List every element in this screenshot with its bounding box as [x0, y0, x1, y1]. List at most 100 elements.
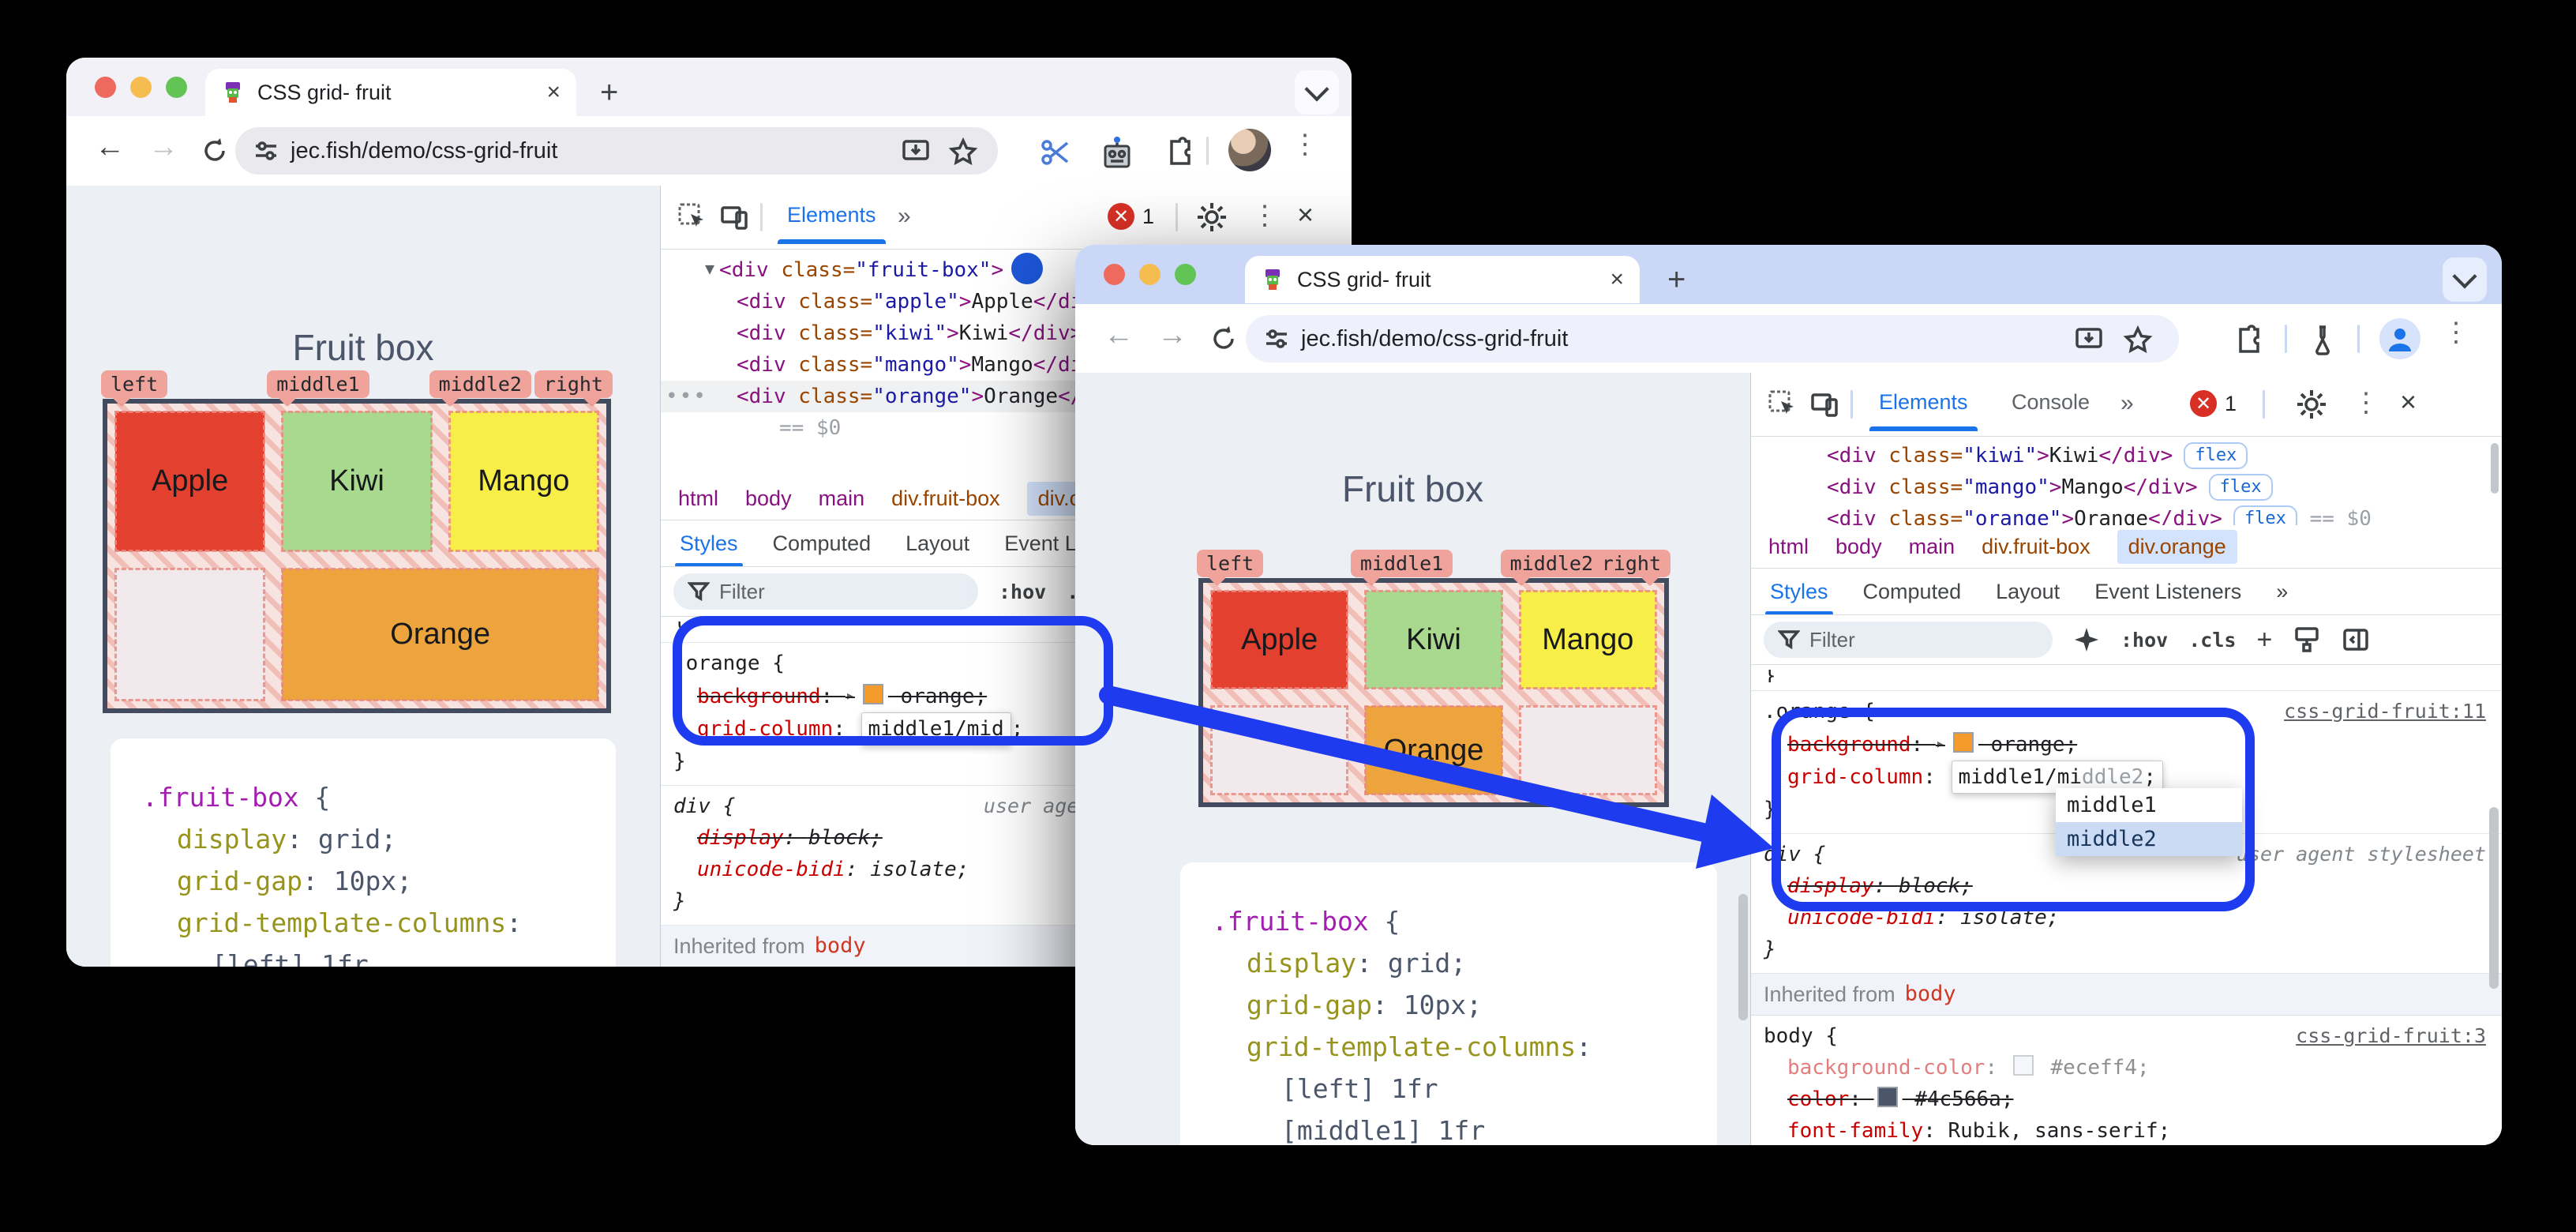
- tab-search-button[interactable]: [2443, 257, 2487, 302]
- tune-sliders-icon[interactable]: [1263, 325, 1290, 352]
- styles-pane[interactable]: } css-grid-fruit:11 .orange {background: …: [1751, 665, 2502, 1145]
- funnel-filter-icon: [688, 582, 710, 602]
- sparkle-ai-icon[interactable]: [2073, 626, 2100, 653]
- new-tab-button[interactable]: +: [1667, 262, 1686, 297]
- devtools-menu-button[interactable]: ⋮: [2353, 388, 2379, 418]
- address-bar[interactable]: jec.fish/demo/css-grid-fruit: [235, 127, 998, 175]
- minimize-window-button[interactable]: [130, 77, 152, 98]
- star-bookmark-icon[interactable]: [947, 137, 979, 168]
- tab-close-icon[interactable]: ×: [546, 79, 561, 105]
- zoom-window-button[interactable]: [166, 77, 187, 98]
- back-button[interactable]: ←: [1104, 318, 1134, 351]
- more-panes-chevron-icon[interactable]: »: [2276, 579, 2289, 603]
- tab-computed[interactable]: Computed: [1862, 579, 1962, 603]
- browser-tab[interactable]: CSS grid- fruit ×: [1245, 256, 1640, 303]
- toggle-hover-state[interactable]: :hov: [2120, 628, 2169, 652]
- elements-tree[interactable]: <div class="kiwi">Kiwi</div> flex <div cla…: [1751, 437, 2502, 525]
- address-bar[interactable]: jec.fish/demo/css-grid-fruit: [1246, 315, 2179, 362]
- breadcrumb-orange[interactable]: div.orange: [2117, 529, 2237, 564]
- breadcrumb-html[interactable]: html: [1768, 534, 1809, 558]
- autocomplete-option[interactable]: middle1: [2067, 793, 2157, 817]
- tab-close-icon[interactable]: ×: [1610, 266, 1624, 292]
- stylesheet-source-link[interactable]: css-grid-fruit:3: [2296, 1024, 2486, 1047]
- browser-menu-button[interactable]: ⋮: [1292, 130, 1318, 160]
- device-toolbar-icon[interactable]: [719, 201, 751, 233]
- forward-button[interactable]: →: [1157, 318, 1187, 351]
- back-button[interactable]: ←: [95, 130, 125, 163]
- puzzle-extensions-icon[interactable]: [2229, 323, 2264, 358]
- devtools-menu-button[interactable]: ⋮: [1251, 201, 1278, 231]
- inherited-from-link[interactable]: body: [1904, 982, 1956, 1006]
- profile-avatar[interactable]: [2379, 318, 2420, 359]
- new-style-rule-button[interactable]: +: [2256, 624, 2273, 655]
- kiwi-cell: Kiwi: [281, 410, 433, 553]
- tab-elements[interactable]: Elements: [1869, 390, 1978, 431]
- breadcrumb-html[interactable]: html: [678, 486, 719, 510]
- zoom-window-button[interactable]: [1175, 264, 1196, 285]
- tab-search-button[interactable]: [1295, 70, 1339, 115]
- close-window-button[interactable]: [95, 77, 116, 98]
- gear-settings-icon[interactable]: [1196, 201, 1228, 233]
- stylesheet-source-link[interactable]: user agent stylesheet: [2236, 843, 2486, 866]
- breadcrumb-fruit-box[interactable]: div.fruit-box: [1982, 534, 2090, 558]
- new-tab-button[interactable]: +: [600, 75, 619, 110]
- token-prop: unicode-bidi: [1787, 906, 1936, 930]
- tree-scrollbar[interactable]: [2491, 443, 2499, 494]
- tab-styles[interactable]: Styles: [675, 531, 743, 566]
- install-page-icon[interactable]: [2073, 325, 2105, 356]
- inspect-cursor-icon[interactable]: [1767, 389, 1798, 420]
- tab-layout[interactable]: Layout: [906, 531, 970, 555]
- profile-avatar[interactable]: [1228, 129, 1271, 171]
- breadcrumb-fruit-box[interactable]: div.fruit-box: [891, 486, 1000, 510]
- tab-strip: CSS grid- fruit × +: [66, 58, 1352, 116]
- install-page-icon[interactable]: [900, 137, 932, 168]
- inherited-from-link[interactable]: body: [814, 933, 866, 958]
- tab-elements[interactable]: Elements: [778, 203, 886, 244]
- stylesheet-source-link[interactable]: css-grid-fruit:11: [2284, 700, 2486, 723]
- styles-scrollbar[interactable]: [2489, 807, 2499, 989]
- console-error-badge[interactable]: ✕ 1: [1108, 203, 1154, 230]
- more-tabs-chevron-icon[interactable]: »: [898, 203, 911, 229]
- styles-filter-input[interactable]: Filter: [1764, 622, 2053, 658]
- tab-console[interactable]: Console: [2012, 390, 2090, 414]
- tune-sliders-icon[interactable]: [253, 137, 279, 164]
- more-tabs-chevron-icon[interactable]: »: [2120, 390, 2134, 416]
- browser-menu-button[interactable]: ⋮: [2443, 317, 2469, 347]
- css-value-autocomplete[interactable]: middle1 middle2: [2056, 788, 2242, 856]
- breadcrumb-main[interactable]: main: [818, 486, 865, 510]
- token-tag: >: [971, 385, 984, 408]
- brush-rendering-icon[interactable]: [2293, 625, 2321, 654]
- page-scrollbar[interactable]: [1738, 894, 1748, 1020]
- token-cval: grid: [317, 824, 381, 855]
- puzzle-extensions-icon[interactable]: [1161, 135, 1195, 170]
- breadcrumb-body[interactable]: body: [1835, 534, 1882, 558]
- robot-extension-icon[interactable]: [1099, 135, 1135, 171]
- page-code-card: .fruit-box {display: grid; grid-gap: 10px…: [1180, 862, 1717, 1145]
- autocomplete-option-selected[interactable]: middle2: [2056, 822, 2242, 856]
- tab-styles[interactable]: Styles: [1765, 579, 1833, 614]
- reload-button[interactable]: [1208, 323, 1239, 355]
- styles-filter-input[interactable]: Filter: [673, 573, 978, 610]
- reload-button[interactable]: [199, 135, 231, 167]
- tab-layout[interactable]: Layout: [1996, 579, 2060, 603]
- breadcrumb-main[interactable]: main: [1908, 534, 1955, 558]
- flask-experiments-icon[interactable]: [2305, 323, 2340, 358]
- tab-computed[interactable]: Computed: [772, 531, 872, 555]
- toggle-hover-state[interactable]: :hov: [999, 580, 1047, 603]
- inspect-cursor-icon[interactable]: [677, 201, 708, 233]
- console-error-badge[interactable]: ✕ 1: [2190, 390, 2237, 417]
- minimize-window-button[interactable]: [1139, 264, 1161, 285]
- toggle-classes[interactable]: .cls: [2188, 628, 2237, 652]
- dock-side-icon[interactable]: [2342, 625, 2370, 654]
- browser-tab[interactable]: CSS grid- fruit ×: [205, 69, 576, 116]
- star-bookmark-icon[interactable]: [2122, 325, 2154, 356]
- tab-event-listeners[interactable]: Event Listeners: [2094, 579, 2242, 603]
- devtools-close-button[interactable]: ×: [2400, 385, 2417, 418]
- forward-button[interactable]: →: [148, 130, 178, 163]
- device-toolbar-icon[interactable]: [1809, 389, 1841, 420]
- close-window-button[interactable]: [1104, 264, 1125, 285]
- scissors-extension-icon[interactable]: [1039, 135, 1074, 170]
- breadcrumb-body[interactable]: body: [745, 486, 792, 510]
- devtools-close-button[interactable]: ×: [1297, 198, 1314, 231]
- gear-settings-icon[interactable]: [2296, 389, 2327, 420]
